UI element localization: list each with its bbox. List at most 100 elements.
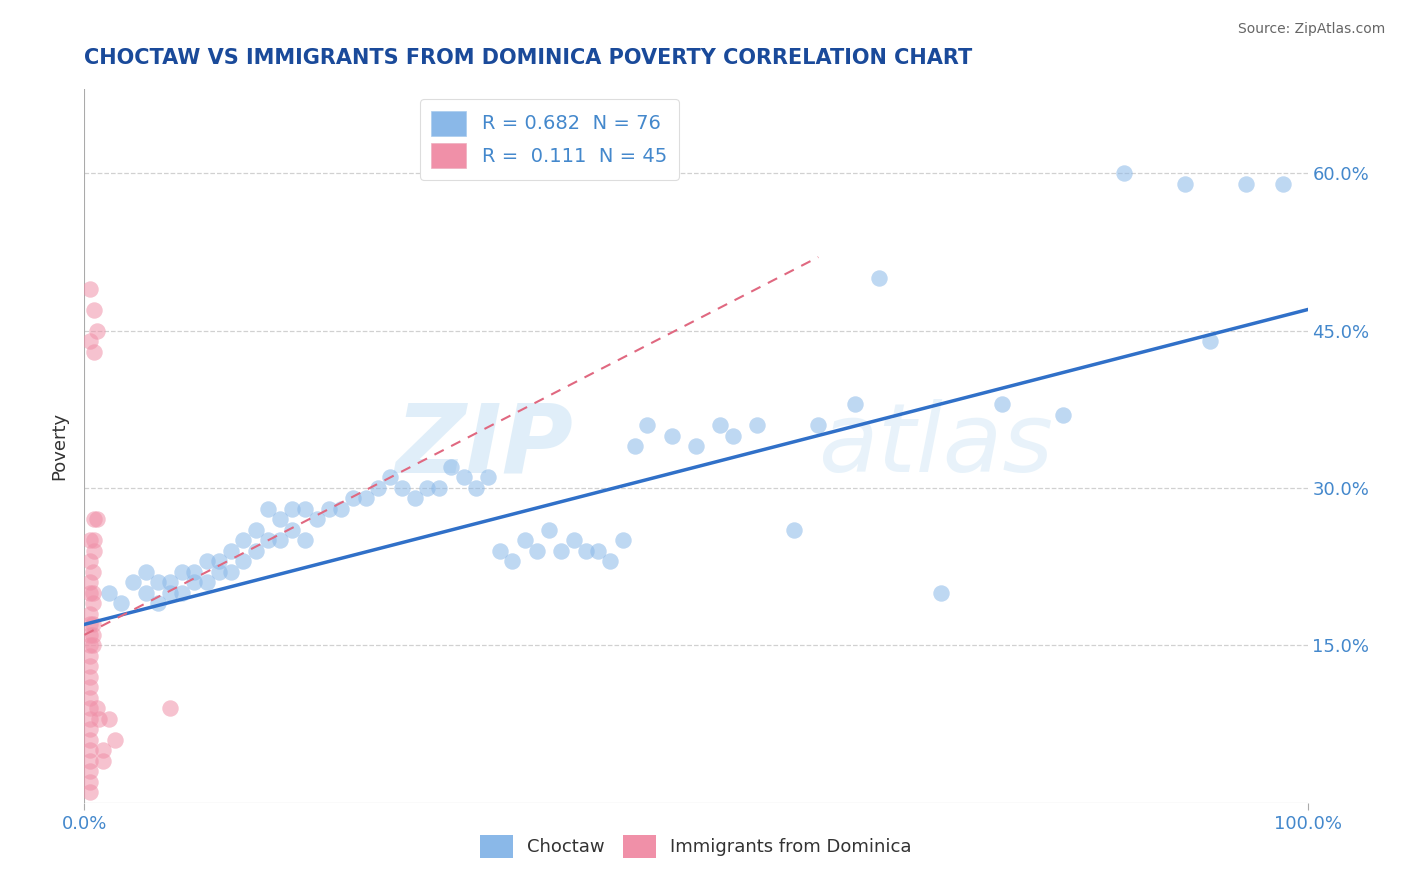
Point: [79, 282, 101, 296]
Point: [104, 732, 127, 747]
Point: [416, 481, 439, 495]
Point: [747, 417, 769, 432]
Point: [79, 554, 101, 568]
Point: [869, 271, 891, 285]
Point: [146, 575, 169, 590]
Point: [575, 544, 598, 558]
Point: [807, 417, 830, 432]
Point: [624, 439, 647, 453]
Point: [305, 512, 328, 526]
Point: [183, 575, 205, 590]
Point: [82, 628, 104, 642]
Point: [281, 523, 304, 537]
Point: [232, 533, 254, 548]
Point: [526, 544, 548, 558]
Point: [513, 533, 536, 548]
Point: [172, 565, 194, 579]
Point: [79, 607, 101, 621]
Point: [97, 586, 120, 600]
Point: [79, 754, 101, 768]
Point: [79, 617, 101, 632]
Point: [269, 512, 291, 526]
Point: [86, 324, 108, 338]
Text: ZIP: ZIP: [395, 400, 574, 492]
Point: [172, 586, 194, 600]
Text: atlas: atlas: [818, 400, 1053, 492]
Point: [86, 512, 108, 526]
Point: [257, 502, 280, 516]
Point: [1052, 408, 1074, 422]
Point: [550, 544, 572, 558]
Point: [82, 617, 104, 632]
Point: [538, 523, 561, 537]
Point: [1114, 166, 1136, 180]
Point: [245, 523, 267, 537]
Point: [783, 523, 806, 537]
Point: [159, 586, 181, 600]
Point: [79, 701, 101, 715]
Point: [83, 302, 105, 317]
Point: [391, 481, 413, 495]
Point: [502, 554, 524, 568]
Point: [612, 533, 634, 548]
Point: [427, 481, 450, 495]
Point: [159, 701, 181, 715]
Point: [232, 554, 254, 568]
Point: [82, 596, 104, 610]
Point: [599, 554, 621, 568]
Point: [208, 565, 231, 579]
Point: [79, 628, 101, 642]
Point: [380, 470, 402, 484]
Point: [83, 344, 105, 359]
Point: [79, 774, 101, 789]
Point: [991, 397, 1014, 411]
Point: [97, 712, 120, 726]
Point: [586, 544, 609, 558]
Point: [135, 586, 157, 600]
Point: [489, 544, 512, 558]
Point: [79, 648, 101, 663]
Point: [367, 481, 389, 495]
Point: [79, 732, 101, 747]
Point: [294, 502, 316, 516]
Point: [82, 586, 104, 600]
Point: [79, 681, 101, 695]
Point: [477, 470, 499, 484]
Point: [294, 533, 316, 548]
Point: [464, 481, 486, 495]
Point: [79, 334, 101, 348]
Point: [844, 397, 866, 411]
Point: [83, 544, 105, 558]
Point: [1236, 177, 1258, 191]
Point: [86, 701, 108, 715]
Point: [83, 533, 105, 548]
Point: [281, 502, 304, 516]
Point: [146, 596, 169, 610]
Point: [709, 417, 731, 432]
Point: [183, 565, 205, 579]
Point: [685, 439, 707, 453]
Point: [257, 533, 280, 548]
Point: [79, 639, 101, 653]
Point: [245, 544, 267, 558]
Point: [79, 743, 101, 757]
Point: [79, 723, 101, 737]
Point: [135, 565, 157, 579]
Point: [87, 712, 110, 726]
Point: [79, 764, 101, 779]
Point: [79, 690, 101, 705]
Point: [269, 533, 291, 548]
Point: [661, 428, 683, 442]
Y-axis label: Poverty: Poverty: [51, 412, 69, 480]
Point: [82, 639, 104, 653]
Point: [79, 670, 101, 684]
Point: [79, 586, 101, 600]
Point: [208, 554, 231, 568]
Point: [219, 544, 242, 558]
Point: [110, 596, 132, 610]
Point: [440, 460, 463, 475]
Text: CHOCTAW VS IMMIGRANTS FROM DOMINICA POVERTY CORRELATION CHART: CHOCTAW VS IMMIGRANTS FROM DOMINICA POVE…: [84, 48, 973, 68]
Point: [354, 491, 377, 506]
Point: [79, 659, 101, 673]
Point: [404, 491, 426, 506]
